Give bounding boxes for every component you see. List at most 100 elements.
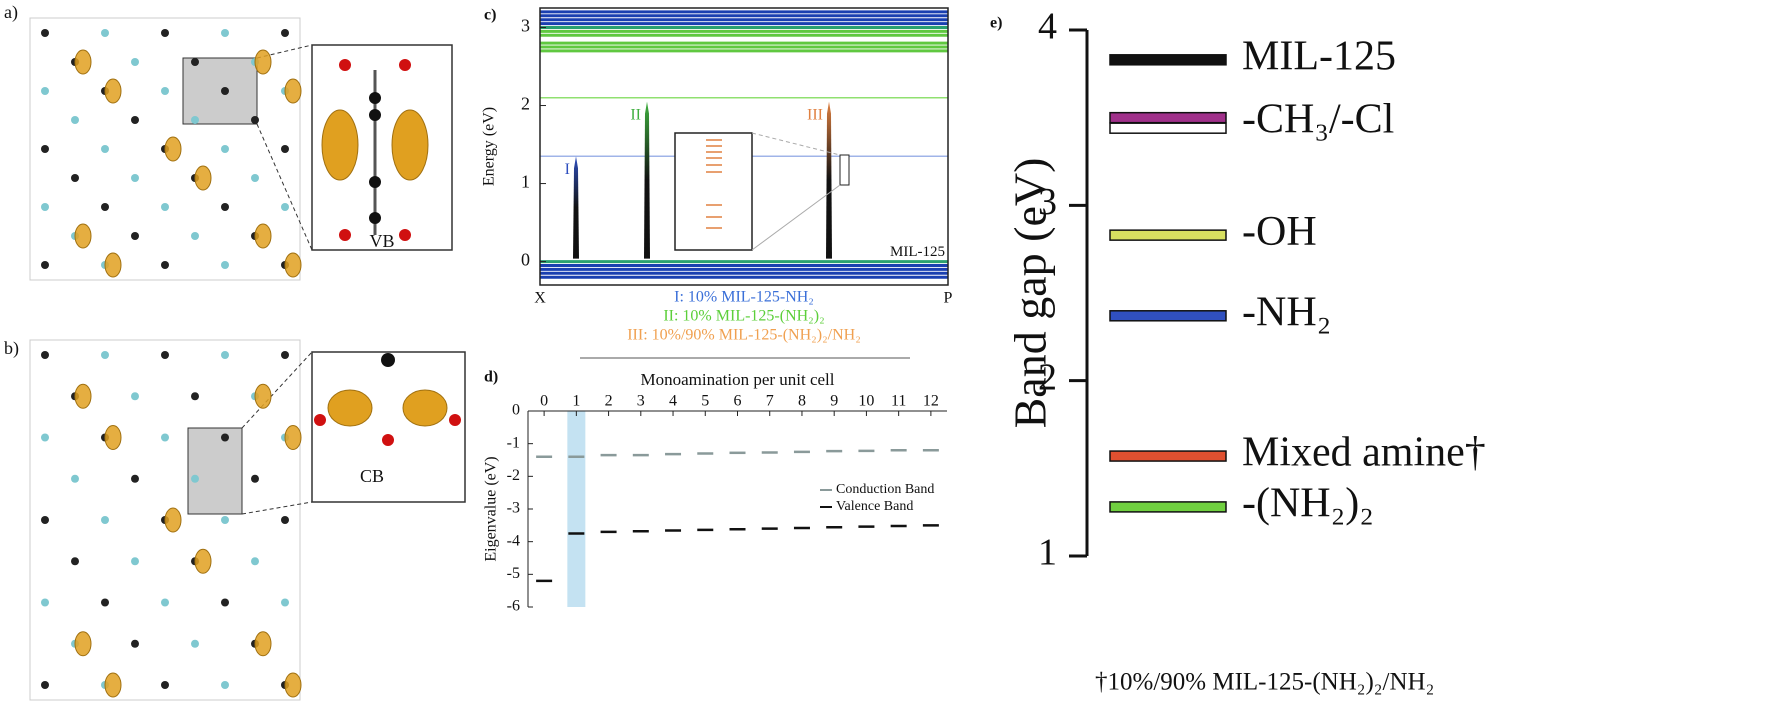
orbital: [74, 223, 92, 249]
atom: [101, 598, 109, 607]
atom: [161, 433, 169, 442]
spike-label: II: [630, 106, 641, 123]
orbital: [194, 548, 212, 574]
atom: [161, 203, 169, 211]
x-tick-label: 8: [798, 393, 806, 410]
atom: [161, 598, 169, 607]
y-tick-label: 1: [1038, 532, 1057, 574]
spike-label: I: [565, 161, 570, 178]
legend-label: Conduction Band: [836, 482, 934, 497]
legend-label: Mixed amine†: [1242, 430, 1486, 476]
zoom-box: [839, 154, 850, 186]
zoom-inset: [674, 132, 753, 251]
zoom-line: [751, 184, 841, 251]
y-tick-label: -2: [507, 467, 520, 484]
y-tick-label: 3: [521, 16, 530, 36]
annotation: MIL-125: [890, 244, 945, 260]
atom: [191, 474, 199, 483]
atom: [281, 598, 289, 607]
atom: [191, 232, 199, 240]
atom: [191, 392, 199, 401]
atom: [191, 639, 199, 648]
x-tick-label: 5: [701, 393, 709, 410]
atom: [131, 639, 139, 648]
x-tick-label: 3: [637, 393, 645, 410]
atom: [221, 203, 229, 211]
cell-b: [29, 339, 301, 701]
orbital: [254, 631, 272, 657]
atom: [71, 474, 79, 483]
panel-label: a): [4, 2, 18, 23]
x-tick-label: 11: [891, 393, 906, 410]
zoom-line: [751, 132, 841, 156]
y-tick-label: 1: [521, 172, 530, 192]
spike: [826, 101, 832, 259]
orbital: [254, 383, 272, 409]
x-tick-label: P: [944, 290, 953, 307]
zoom-line: [256, 123, 313, 251]
x-tick-label: 12: [923, 393, 939, 410]
x-tick-label: 2: [605, 393, 613, 410]
atom: [281, 516, 289, 524]
y-tick-label: 2: [1038, 356, 1057, 398]
atom: [221, 351, 229, 359]
atom: [221, 598, 229, 607]
atom: [281, 351, 289, 359]
level-bar: [1109, 310, 1227, 322]
structures: [29, 17, 466, 701]
atom: [221, 433, 229, 442]
x-tick-label: 0: [540, 393, 548, 410]
y-tick-label: 0: [512, 402, 520, 419]
level-bar: [1109, 111, 1227, 124]
y-axis-label: Energy (eV): [481, 107, 498, 186]
caption: I: 10% MIL-125-NH₂: [674, 289, 814, 306]
level-bar: [1109, 54, 1227, 66]
panel-label: c): [484, 7, 496, 24]
y-tick-label: -6: [507, 598, 520, 615]
atom: [101, 203, 109, 211]
y-tick-label: 0: [521, 250, 530, 270]
x-tick-label: X: [534, 290, 546, 307]
inset-b: [311, 351, 466, 503]
atom: [251, 116, 259, 124]
zoom-line: [241, 501, 313, 515]
atom: [41, 145, 49, 153]
orbital: [104, 425, 122, 450]
x-tick-label: 1: [572, 393, 580, 410]
atom: [251, 557, 259, 566]
highlight: [567, 411, 586, 607]
atom: [41, 433, 49, 442]
orbital: [74, 631, 92, 657]
plot-frame: [539, 7, 949, 286]
atom: [41, 203, 49, 211]
level-bar: [1109, 229, 1227, 241]
panel-label: b): [4, 338, 19, 359]
atom: [131, 392, 139, 401]
atom: [221, 261, 229, 269]
legend-label: -(NH₂)₂: [1242, 481, 1374, 527]
level-bar: [1109, 122, 1227, 134]
atom: [41, 351, 49, 359]
atom: [251, 174, 259, 182]
legend-label: Valence Band: [836, 499, 913, 514]
y-axis-label: Band gap (eV): [1005, 158, 1056, 429]
orbital: [74, 49, 92, 75]
atom: [131, 116, 139, 124]
caption: II: 10% MIL-125-(NH₂)₂: [663, 308, 824, 325]
spike: [644, 101, 650, 259]
x-tick-label: 7: [766, 393, 774, 410]
x-axis-label: Monoamination per unit cell: [640, 370, 834, 389]
legend-label: -NH₂: [1242, 289, 1331, 335]
atom: [131, 58, 139, 66]
level-bar: [1109, 501, 1227, 513]
atom: [41, 598, 49, 607]
y-tick-label: 3: [1038, 181, 1057, 223]
atom: [101, 145, 109, 153]
atom: [71, 174, 79, 182]
atom: [281, 145, 289, 153]
orbital: [194, 165, 212, 191]
atom: [161, 351, 169, 359]
orbital: [164, 507, 182, 533]
x-tick-label: 6: [734, 393, 742, 410]
y-tick-label: 4: [1038, 6, 1057, 48]
